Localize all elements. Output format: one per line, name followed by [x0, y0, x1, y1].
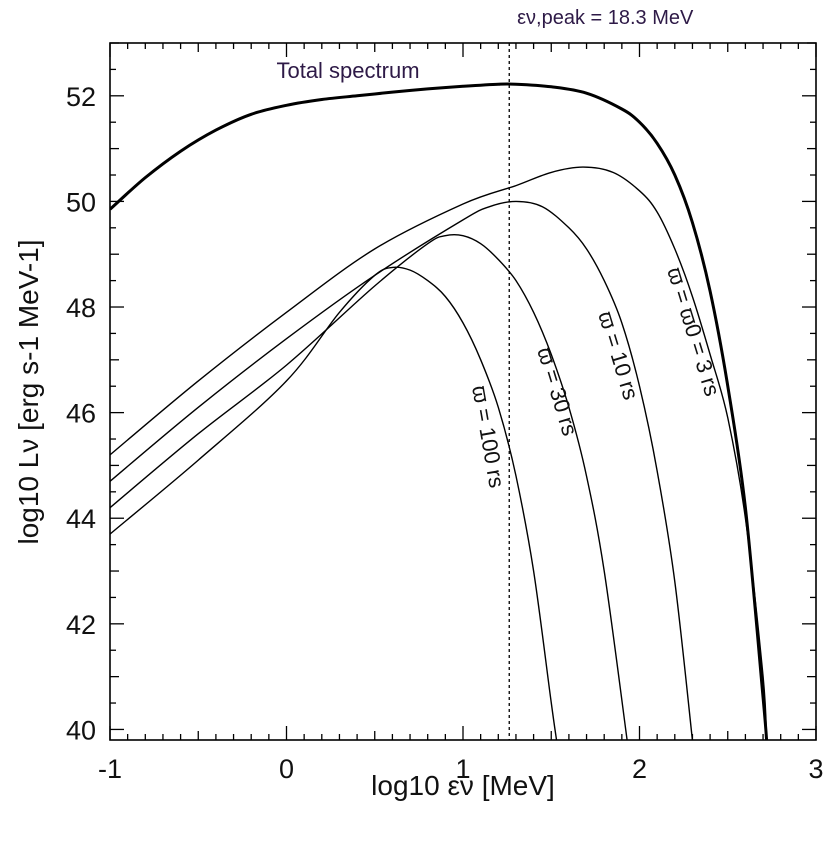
- y-tick-label: 44: [66, 504, 96, 534]
- curve-label-30rs: ϖ = 30 rs: [532, 344, 583, 438]
- y-tick-label: 48: [66, 293, 96, 323]
- x-tick-label: 2: [632, 754, 647, 784]
- axis-ticks: [109, 42, 817, 740]
- y-tick-label: 52: [66, 82, 96, 112]
- x-tick-labels: -1 0 1 2 3: [98, 754, 824, 784]
- x-tick-label: 0: [279, 754, 294, 784]
- x-tick-label: -1: [98, 754, 122, 784]
- total-spectrum-label: Total spectrum: [276, 58, 419, 83]
- peak-label: εν,peak = 18.3 MeV: [517, 7, 694, 29]
- x-tick-label: 3: [808, 754, 823, 784]
- y-tick-label: 40: [66, 715, 96, 745]
- series-line-1: [110, 166, 768, 740]
- series-line-3: [110, 234, 628, 740]
- x-axis-label: log10 εν [MeV]: [371, 770, 555, 801]
- x-tick-label: 1: [455, 754, 470, 784]
- curve-label-3rs: ϖ = ϖ0 = 3 rs: [662, 264, 725, 399]
- series-line-2: [110, 200, 694, 740]
- y-axis-label: log10 Lν [erg s-1 MeV-1]: [13, 239, 44, 544]
- curve-label-100rs: ϖ = 100 rs: [467, 384, 510, 490]
- y-tick-label: 50: [66, 187, 96, 217]
- y-tick-label: 46: [66, 399, 96, 429]
- y-tick-label: 42: [66, 610, 96, 640]
- series-line-4: [110, 266, 558, 740]
- curve-label-10rs: ϖ = 10 rs: [593, 308, 644, 402]
- y-tick-labels: 40 42 44 46 48 50 52: [66, 82, 96, 746]
- series-curves: [110, 82, 769, 740]
- series-line-0: [110, 82, 769, 740]
